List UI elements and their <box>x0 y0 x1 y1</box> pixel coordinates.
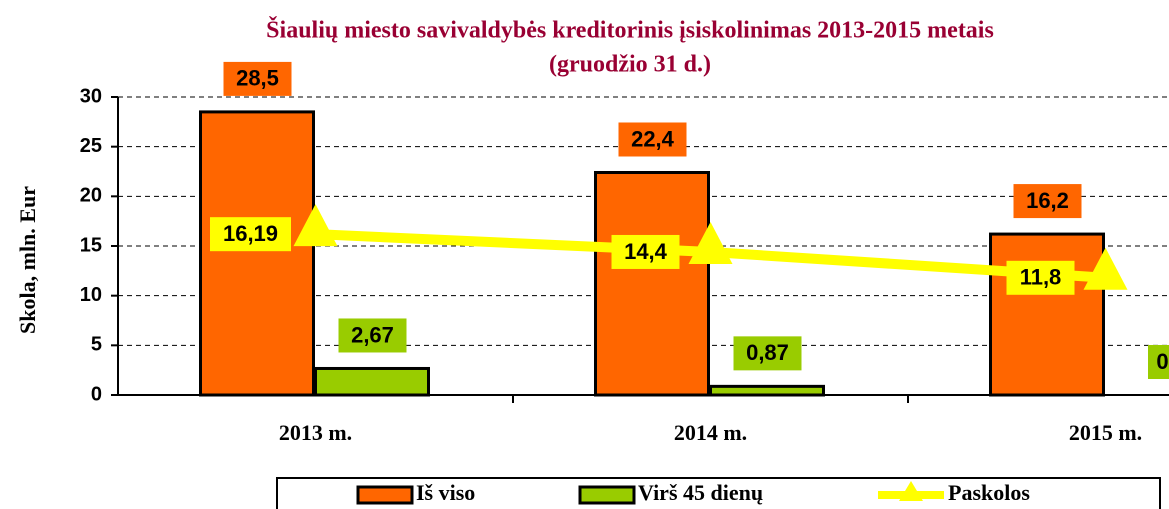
line-marker <box>688 221 733 264</box>
bar <box>199 110 315 397</box>
y-tick-label: 30 <box>80 85 102 107</box>
legend-swatch <box>356 485 414 505</box>
data-label: 0,87 <box>746 340 789 365</box>
y-axis-label: Skola, mln. Eur <box>15 186 40 334</box>
y-tick-label: 20 <box>80 185 102 207</box>
data-label: 16,19 <box>223 221 278 246</box>
y-tick-label: 10 <box>80 284 102 306</box>
y-tick-label: 15 <box>80 234 102 256</box>
data-label-box <box>338 318 407 353</box>
legend-swatch <box>899 481 923 501</box>
data-label: 16,2 <box>1026 188 1069 213</box>
x-tick-label: 2015 m. <box>1069 420 1142 445</box>
line-marker <box>293 204 338 247</box>
data-label: 11,8 <box>1020 265 1062 290</box>
bar <box>314 366 430 397</box>
legend-swatch <box>578 485 636 505</box>
data-label-box <box>733 336 802 371</box>
data-label-box <box>210 217 291 252</box>
chart-title: Šiaulių miesto savivaldybės kreditorinis… <box>266 17 994 44</box>
data-label-box <box>1148 345 1169 379</box>
data-label-box <box>611 234 680 269</box>
legend-label: Virš 45 dienų <box>638 480 763 505</box>
y-tick-label: 0 <box>91 383 102 405</box>
legend-label: Iš viso <box>416 480 475 505</box>
bar <box>594 170 710 397</box>
data-label: 28,5 <box>236 66 279 91</box>
data-label: 22,4 <box>631 126 675 151</box>
chart-subtitle: (gruodžio 31 d.) <box>549 52 711 78</box>
y-tick-label: 25 <box>80 135 102 157</box>
bar <box>709 384 825 397</box>
data-label: 2,67 <box>351 322 394 347</box>
legend-box <box>276 477 1161 509</box>
data-label: 14,4 <box>624 239 668 264</box>
data-label-box <box>618 122 687 157</box>
line-marker <box>1083 247 1128 290</box>
data-label-box <box>223 61 292 96</box>
legend-label: Paskolos <box>948 480 1030 505</box>
y-tick-label: 5 <box>91 334 102 356</box>
x-tick-label: 2013 m. <box>279 420 352 445</box>
data-label-box <box>1013 184 1082 219</box>
data-label: 0 <box>1156 349 1168 374</box>
bar <box>989 232 1105 397</box>
x-tick-label: 2014 m. <box>674 420 747 445</box>
data-label-box <box>1006 260 1075 295</box>
